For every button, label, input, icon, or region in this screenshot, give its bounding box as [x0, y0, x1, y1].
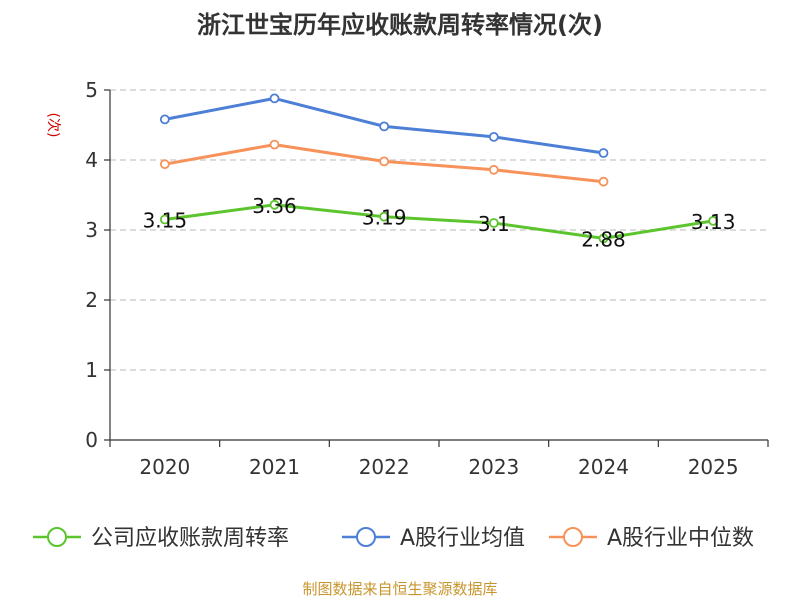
data-label-0-2021: 3.36: [252, 194, 297, 218]
legend-label-1: A股行业均值: [400, 526, 525, 551]
legend-label-0: 公司应收账款周转率: [91, 526, 289, 551]
x-tick-label-2022: 2022: [359, 455, 410, 479]
series-0-point-2024: [598, 233, 609, 244]
series-0-point-2021: [269, 199, 280, 210]
legend-marker-0: [47, 527, 67, 547]
y-tick-label-0: 0: [85, 428, 98, 452]
data-label-0-2024: 2.88: [581, 227, 626, 251]
series-1-point-2022: [379, 121, 390, 132]
x-tick-label-2025: 2025: [688, 455, 739, 479]
y-tick-label-1: 1: [85, 358, 98, 382]
y-tick-label-5: 5: [85, 78, 98, 102]
series-line-0: [164, 203, 714, 240]
series-2-point-2023: [488, 164, 499, 175]
series-1-point-2023: [488, 131, 499, 142]
legend: 公司应收账款周转率 A股行业均值 A股行业中位数: [33, 526, 754, 551]
y-axis-label: (次): [45, 113, 61, 138]
x-tick-label-2020: 2020: [139, 455, 190, 479]
series-1-point-2020: [159, 114, 170, 125]
legend-marker-2: [563, 527, 583, 547]
series-2-point-2024: [598, 176, 609, 187]
series-0-point-2025: [708, 215, 719, 226]
y-tick-label-4: 4: [85, 148, 98, 172]
data-label-0-2023: 3.1: [478, 212, 510, 236]
x-tick-label-2021: 2021: [249, 455, 300, 479]
series-1-point-2021: [269, 93, 280, 104]
x-tick-label-2024: 2024: [578, 455, 629, 479]
data-label-0-2022: 3.19: [362, 206, 407, 230]
series-2-point-2022: [379, 156, 390, 167]
data-label-0-2020: 3.15: [143, 209, 188, 233]
data-labels: 3.15 3.36 3.19 3.1 2.88 3.13: [143, 194, 736, 252]
chart-title: 浙江世宝历年应收账款周转率情况(次): [197, 11, 603, 39]
source-note: 制图数据来自恒生聚源数据库: [302, 580, 497, 598]
data-label-0-2025: 3.13: [691, 210, 736, 234]
x-tick-label-2023: 2023: [468, 455, 519, 479]
axes: 0 1 2 3 4 5 2020 2021 2022 2023 2024 2025: [85, 78, 769, 479]
legend-label-2: A股行业中位数: [607, 526, 754, 551]
series-group: [159, 93, 719, 244]
y-tick-label-2: 2: [85, 288, 98, 312]
y-tick-label-3: 3: [85, 218, 98, 242]
legend-marker-1: [356, 527, 376, 547]
series-2-point-2020: [159, 159, 170, 170]
series-1-point-2024: [598, 148, 609, 158]
series-2-point-2021: [269, 139, 280, 150]
series-0-point-2022: [379, 211, 390, 222]
series-0-point-2023: [488, 218, 499, 228]
series-0-point-2020: [159, 214, 170, 225]
